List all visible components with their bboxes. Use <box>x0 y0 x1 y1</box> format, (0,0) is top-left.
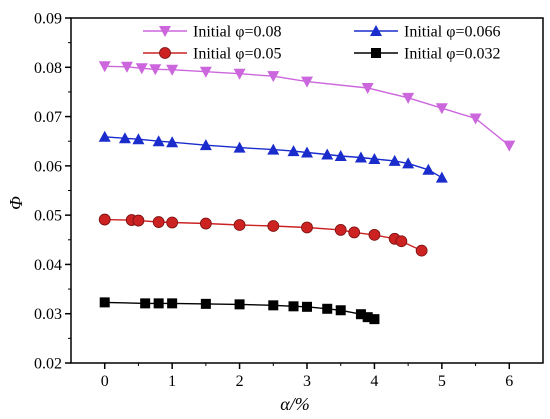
data-point <box>288 301 299 312</box>
data-point <box>388 154 401 166</box>
axes: 0 1 2 3 4 5 6 0.02 0.03 0.04 0.05 0.06 0.07 0.08 0.09 <box>34 11 544 390</box>
data-point <box>118 132 131 144</box>
legend-marker <box>371 48 381 58</box>
legend-label: Initial φ=0.08 <box>193 24 281 41</box>
data-point <box>98 130 111 142</box>
legend-label: Initial φ=0.05 <box>193 46 281 63</box>
data-point <box>152 216 165 228</box>
data-point <box>415 244 428 257</box>
data-point <box>362 312 373 323</box>
x-tick-label: 5 <box>438 373 446 390</box>
data-point <box>199 139 212 151</box>
data-point <box>435 171 448 183</box>
data-point <box>140 298 151 309</box>
data-point <box>98 213 111 226</box>
x-tick-label: 6 <box>505 373 513 390</box>
data-point <box>233 219 246 231</box>
data-point <box>435 103 448 115</box>
data-point <box>267 143 280 155</box>
data-point <box>361 82 374 94</box>
plot-area <box>98 61 516 325</box>
data-point <box>166 64 179 76</box>
series-2 <box>98 213 428 257</box>
data-point <box>321 148 334 160</box>
data-point <box>120 61 133 73</box>
data-point <box>200 298 211 309</box>
data-point <box>348 226 361 239</box>
data-point <box>199 66 212 78</box>
data-point <box>166 136 179 148</box>
y-tick-label: 0.03 <box>34 306 62 323</box>
data-point <box>302 301 312 312</box>
data-point <box>301 146 313 158</box>
data-point <box>503 140 516 152</box>
y-tick-label: 0.04 <box>34 257 62 274</box>
data-point <box>402 157 415 169</box>
data-point <box>301 76 313 88</box>
data-point <box>233 141 246 153</box>
y-tick-label: 0.06 <box>34 158 62 175</box>
y-tick-label: 0.05 <box>34 208 62 225</box>
data-point <box>368 228 381 241</box>
x-tick-label: 0 <box>101 373 109 390</box>
series-1 <box>98 130 448 183</box>
y-tick-label: 0.02 <box>34 356 62 373</box>
data-point <box>135 63 148 75</box>
legend-label: Initial φ=0.032 <box>404 46 500 63</box>
data-point <box>334 224 347 236</box>
legend-marker <box>159 26 171 37</box>
legend: Initial φ=0.08 Initial φ=0.066 Initial φ=0… <box>143 24 500 63</box>
data-point <box>234 299 245 310</box>
data-point <box>132 133 145 145</box>
legend-marker <box>370 25 382 36</box>
data-point <box>267 220 280 232</box>
data-point <box>369 314 380 325</box>
data-point <box>132 214 145 227</box>
x-tick-label: 3 <box>303 373 311 390</box>
y-axis-title: Φ <box>6 196 26 210</box>
legend-marker <box>159 47 171 59</box>
data-point <box>199 217 212 230</box>
legend-entry: Initial φ=0.05 <box>143 46 281 63</box>
x-tick-label: 2 <box>236 373 244 390</box>
data-point <box>395 235 408 248</box>
data-point <box>301 221 313 234</box>
data-point <box>149 64 162 76</box>
data-point <box>167 298 178 309</box>
x-axis-title: α/% <box>280 394 309 414</box>
data-point <box>469 113 482 125</box>
data-point <box>152 135 165 147</box>
data-point <box>368 152 381 164</box>
legend-entry: Initial φ=0.08 <box>143 24 281 41</box>
y-tick-label: 0.07 <box>34 109 62 126</box>
data-point <box>98 61 111 73</box>
data-point <box>267 71 280 83</box>
data-point <box>268 300 279 311</box>
data-point <box>99 297 110 308</box>
data-point <box>166 216 179 229</box>
data-point <box>422 163 435 175</box>
data-point <box>153 298 164 309</box>
legend-label: Initial φ=0.066 <box>404 24 500 41</box>
data-point <box>335 305 346 316</box>
series-0 <box>98 61 516 152</box>
data-point <box>354 151 367 163</box>
data-point <box>402 92 415 104</box>
series-3 <box>99 297 380 325</box>
legend-entry: Initial φ=0.032 <box>354 46 500 63</box>
y-tick-label: 0.09 <box>34 11 62 28</box>
data-point <box>334 150 347 161</box>
data-point <box>322 303 333 314</box>
legend-entry: Initial φ=0.066 <box>354 24 500 41</box>
data-point <box>233 68 246 80</box>
x-tick-label: 1 <box>168 373 176 390</box>
data-point <box>355 309 366 320</box>
data-point <box>287 145 300 157</box>
x-tick-label: 4 <box>370 373 378 390</box>
y-tick-label: 0.08 <box>34 60 62 77</box>
